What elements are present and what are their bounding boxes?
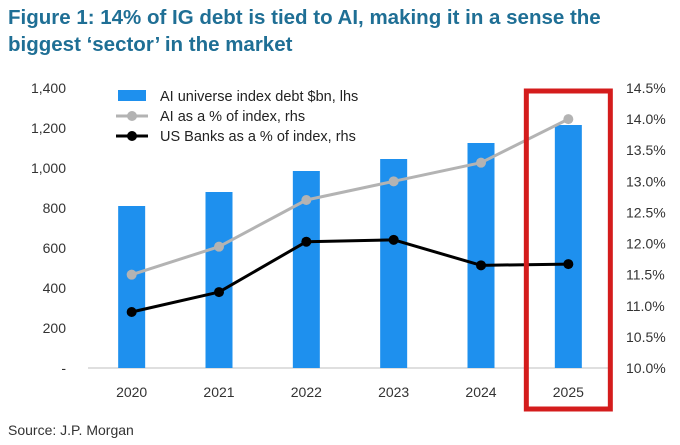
legend-label: US Banks as a % of index, rhs <box>160 129 356 145</box>
legend: AI universe index debt $bn, lhs AI as a %… <box>116 89 358 145</box>
legend-swatch-marker <box>127 131 137 141</box>
point-ai-2024 <box>476 157 486 168</box>
point-ai-2020 <box>126 269 137 280</box>
line-series <box>126 114 574 317</box>
right-tick-label: 12.0% <box>626 236 666 252</box>
right-tick-label: 11.5% <box>626 267 665 283</box>
point-banks-2025 <box>563 259 574 270</box>
right-tick-label: 10.0% <box>626 360 666 376</box>
line-banks-pct <box>131 238 569 314</box>
legend-swatch-bars <box>118 90 146 101</box>
left-tick-label: 1,000 <box>31 160 66 176</box>
right-tick-label: 13.0% <box>626 173 666 189</box>
right-tick-label: 14.0% <box>626 111 666 127</box>
left-tick-label: - <box>61 360 66 376</box>
point-ai-2021 <box>214 241 224 252</box>
source-note: Source: J.P. Morgan <box>8 422 134 438</box>
point-ai-2022 <box>301 195 312 205</box>
point-banks-2021 <box>214 287 224 298</box>
line-ai-pct <box>131 117 570 277</box>
right-tick-label: 11.0% <box>626 298 665 314</box>
point-banks-2024 <box>476 260 486 271</box>
right-axis-ticks: 10.0% 10.5% 11.0% 11.5% 12.0% 12.5% 13.0% 13.5%… <box>626 80 666 376</box>
x-tick-label-2024: 2024 <box>465 384 496 400</box>
point-banks-2020 <box>126 307 137 317</box>
left-tick-label: 1,400 <box>31 80 66 96</box>
x-tick-label-2025: 2025 <box>553 384 584 400</box>
legend-label: AI as a % of index, rhs <box>160 109 305 125</box>
left-tick-label: 1,200 <box>31 120 66 136</box>
legend-label: AI universe index debt $bn, lhs <box>160 89 358 105</box>
right-tick-label: 14.5% <box>626 80 666 96</box>
point-ai-2023 <box>388 176 399 187</box>
x-tick-label-2023: 2023 <box>378 384 409 400</box>
x-tick-label-2021: 2021 <box>203 384 234 400</box>
bar-series <box>118 125 582 368</box>
left-tick-label: 600 <box>43 240 67 256</box>
bar-2023 <box>380 159 408 368</box>
point-banks-2023 <box>388 234 399 245</box>
x-tick-label-2020: 2020 <box>116 384 147 400</box>
bar-2021 <box>205 192 233 368</box>
left-tick-label: 200 <box>43 320 67 336</box>
right-tick-label: 10.5% <box>626 329 666 345</box>
point-banks-2022 <box>301 236 312 247</box>
left-tick-label: 800 <box>43 200 67 216</box>
point-ai-2025 <box>563 114 574 125</box>
x-axis-ticks: 2020 2021 2022 2023 2024 2025 <box>116 384 584 400</box>
bar-2020 <box>118 206 146 368</box>
bar-2024 <box>467 143 495 368</box>
chart-title: Figure 1: 14% of IG debt is tied to AI, … <box>8 6 601 56</box>
highlight-box-2025 <box>523 88 613 412</box>
left-tick-label: 400 <box>43 280 67 296</box>
right-tick-label: 13.5% <box>626 142 666 158</box>
legend-swatch-marker <box>127 111 137 121</box>
bar-2025 <box>554 125 582 368</box>
left-axis-ticks: - 200 400 600 800 1,000 1,200 1,400 <box>31 80 66 376</box>
right-tick-label: 12.5% <box>626 204 666 220</box>
x-tick-label-2022: 2022 <box>291 384 322 400</box>
